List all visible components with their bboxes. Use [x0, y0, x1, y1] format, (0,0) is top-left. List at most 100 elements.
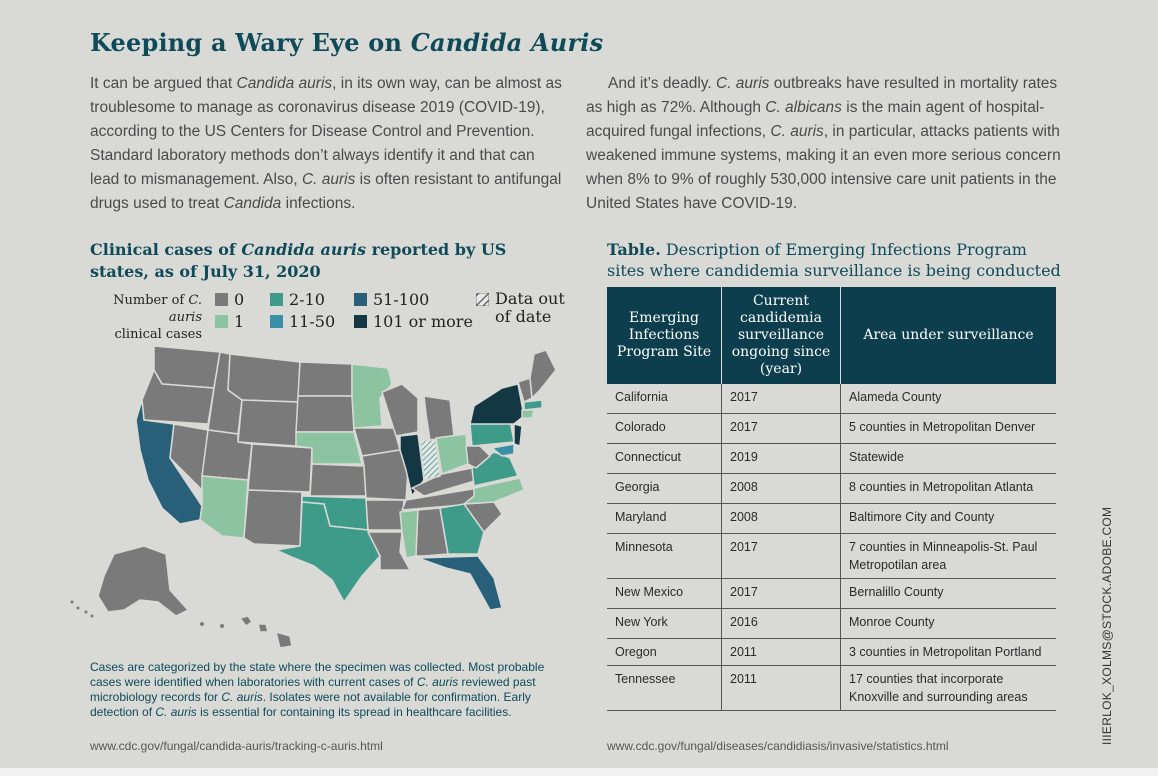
state-wisconsin — [381, 383, 419, 437]
cell-year: 2016 — [721, 608, 841, 639]
state-texas — [275, 501, 381, 603]
cell-year: 2017 — [721, 578, 841, 609]
table-title: Table. Description of Emerging Infection… — [607, 240, 1061, 280]
table-row: Colorado 2017 5 counties in Metropolitan… — [607, 413, 1056, 444]
table-row: Tennessee 2011 17 counties that incorpor… — [607, 665, 1056, 711]
state-minnesota — [351, 363, 393, 429]
legend-item-0: 0 — [215, 290, 244, 309]
state-montana — [227, 353, 301, 403]
table-row: New Mexico 2017 Bernalillo County — [607, 578, 1056, 609]
state-south-dakota — [295, 395, 355, 433]
cell-site: Maryland — [607, 503, 722, 534]
state-north-carolina — [463, 477, 525, 505]
cell-area: Statewide — [840, 443, 1056, 474]
legend-item-2-10: 2-10 — [270, 290, 325, 309]
map-footnote: Cases are categorized by the state where… — [90, 660, 545, 719]
photo-credit: IIIERLOK_XOLMS@STOCK.ADOBE.COM — [1100, 506, 1114, 745]
cell-year: 2017 — [721, 384, 841, 414]
state-alabama — [415, 507, 449, 557]
cell-area: Bernalillo County — [840, 578, 1056, 609]
table-row: Connecticut 2019 Statewide — [607, 443, 1056, 474]
state-maryland — [491, 443, 515, 457]
state-washington — [153, 345, 221, 389]
hatched-swatch — [476, 293, 489, 306]
cell-area: 8 counties in Metropolitan Atlanta — [840, 473, 1056, 504]
state-connecticut — [521, 409, 535, 419]
table-row: California 2017 Alameda County — [607, 384, 1056, 414]
legend-swatch — [354, 315, 367, 328]
us-states-map — [70, 345, 557, 649]
intro-paragraph-right: And it’s deadly. C. auris outbreaks have… — [586, 75, 1061, 212]
cell-site: California — [607, 384, 722, 414]
state-wyoming — [237, 399, 299, 447]
legend-item-1: 1 — [215, 312, 244, 331]
cell-year: 2011 — [721, 665, 841, 711]
table-row: Minnesota 2017 7 counties in Minneapolis… — [607, 533, 1056, 579]
state-hawaii — [239, 615, 293, 649]
legend-label: Number of C. auris clinical cases — [113, 293, 202, 342]
cell-site: Georgia — [607, 473, 722, 504]
state-missouri — [361, 449, 409, 501]
cell-site: Oregon — [607, 638, 722, 666]
legend-item-101-plus: 101 or more — [354, 312, 473, 331]
state-georgia — [439, 503, 485, 555]
state-alaska — [97, 545, 189, 617]
state-ohio — [435, 433, 469, 475]
state-arkansas — [365, 499, 405, 531]
surveillance-table: Emerging Infections Program Site Current… — [607, 287, 1056, 711]
legend-swatch — [354, 293, 367, 306]
cell-area: 17 counties that incorporate Knoxville a… — [840, 665, 1056, 711]
cell-year: 2017 — [721, 413, 841, 444]
cell-area: Alameda County — [840, 384, 1056, 414]
cell-site: New York — [607, 608, 722, 639]
legend-swatch — [215, 293, 228, 306]
map-title: Clinical cases of Candida auris reported… — [90, 240, 507, 281]
state-indiana-hatched — [419, 439, 441, 481]
legend-item-51-100: 51-100 — [354, 290, 429, 309]
cell-site: Tennessee — [607, 665, 722, 711]
page-bottom-edge — [0, 768, 1158, 776]
header-area: Area under surveillance — [840, 287, 1056, 384]
state-arizona — [199, 475, 249, 539]
state-massachusetts — [523, 399, 543, 411]
table-row: Georgia 2008 8 counties in Metropolitan … — [607, 473, 1056, 504]
state-new-jersey — [513, 423, 523, 447]
table-row: New York 2016 Monroe County — [607, 608, 1056, 639]
table-header-row: Emerging Infections Program Site Current… — [607, 287, 1056, 384]
cell-area: 7 counties in Minneapolis-St. Paul Metro… — [840, 533, 1056, 579]
header-site: Emerging Infections Program Site — [607, 287, 722, 384]
legend-swatch — [270, 315, 283, 328]
cell-year: 2008 — [721, 503, 841, 534]
cell-year: 2008 — [721, 473, 841, 504]
state-florida — [417, 555, 503, 611]
state-colorado — [247, 443, 313, 493]
cell-site: Connecticut — [607, 443, 722, 474]
state-california — [135, 399, 203, 525]
cell-site: New Mexico — [607, 578, 722, 609]
state-kansas — [309, 463, 367, 497]
state-new-york — [469, 383, 525, 425]
state-maine — [529, 349, 557, 399]
cell-year: 2019 — [721, 443, 841, 474]
table-source-url: www.cdc.gov/fungal/diseases/candidiasis/… — [607, 739, 949, 753]
cell-area: 5 counties in Metropolitan Denver — [840, 413, 1056, 444]
cell-year: 2017 — [721, 533, 841, 579]
cell-area: Monroe County — [840, 608, 1056, 639]
legend-item-11-50: 11-50 — [270, 312, 335, 331]
map-legend: Number of C. auris clinical cases 0 1 2-… — [78, 290, 578, 343]
table-row: Maryland 2008 Baltimore City and County — [607, 503, 1056, 534]
cell-area: 3 counties in Metropolitan Portland — [840, 638, 1056, 666]
header-since: Current candidemia surveillance ongoing … — [721, 287, 841, 384]
page-title: Keeping a Wary Eye on Candida Auris — [90, 28, 604, 57]
map-source-url: www.cdc.gov/fungal/candida-auris/trackin… — [90, 739, 383, 753]
state-north-dakota — [297, 361, 353, 397]
legend-swatch — [215, 315, 228, 328]
cell-site: Colorado — [607, 413, 722, 444]
state-mississippi — [399, 509, 419, 559]
legend-swatch — [270, 293, 283, 306]
intro-paragraph-left: It can be argued that Candida auris, in … — [90, 75, 562, 212]
state-new-mexico — [243, 489, 303, 547]
table-row: Oregon 2011 3 counties in Metropolitan P… — [607, 638, 1056, 666]
state-illinois — [399, 433, 425, 497]
